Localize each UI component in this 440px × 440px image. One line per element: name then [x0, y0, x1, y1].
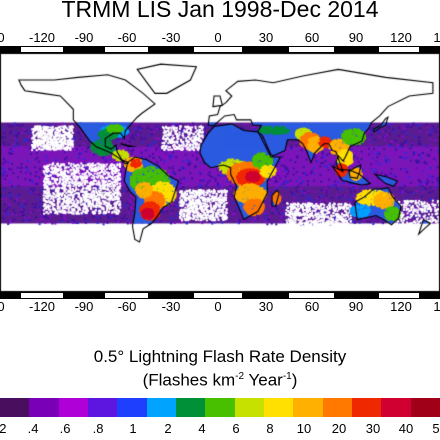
bottom-longitude-scale: [0, 292, 440, 299]
lon-label: -30: [161, 30, 181, 45]
colorbar-swatch: [29, 398, 59, 417]
colorbar-swatch: [351, 398, 382, 417]
lon-label: 90: [348, 30, 364, 45]
lon-label: -90: [74, 30, 94, 45]
top-longitude-scale: [0, 46, 440, 53]
colorbar-label: 4: [198, 421, 206, 436]
colorbar-label: 40: [398, 421, 414, 436]
colorbar-label: 10: [296, 421, 312, 436]
lon-label: 120: [390, 30, 412, 45]
colorbar-label: 8: [266, 421, 274, 436]
lon-label: -90: [74, 299, 94, 314]
lon-label: 1: [433, 299, 440, 314]
colorbar-swatch: [263, 398, 294, 417]
units-exponent: -2: [235, 371, 245, 382]
colorbar-label: 5: [432, 421, 440, 436]
colorbar-swatch: [58, 398, 88, 417]
bottom-longitude-labels: 0 -120 -90 -60 -30 0 30 60 90 120 1: [0, 299, 440, 315]
colorbar-swatch: [322, 398, 352, 417]
units-exponent: -1: [282, 371, 292, 382]
map-title: TRMM LIS Jan 1998-Dec 2014: [61, 0, 379, 22]
colorbar-label: .2: [0, 421, 7, 436]
top-longitude-labels: 0 -120 -90 -60 -30 0 30 60 90 120 1: [0, 30, 440, 46]
lon-label: 60: [304, 30, 320, 45]
lon-label: -60: [117, 299, 137, 314]
lon-label: 60: [304, 299, 320, 314]
lon-label: -120: [28, 30, 56, 45]
lon-label: 0: [214, 30, 222, 45]
colorbar-swatch: [410, 398, 440, 417]
colorbar-label: .4: [27, 421, 39, 436]
colorbar-label: .6: [59, 421, 71, 436]
lon-label: -30: [161, 299, 181, 314]
lon-label: 0: [0, 299, 5, 314]
colorbar-swatch: [117, 398, 147, 417]
colorbar-units: (Flashes km-2 Year-1): [142, 370, 298, 390]
colorbar-swatch: [205, 398, 235, 417]
colorbar-swatch: [234, 398, 264, 417]
colorbar-swatch: [381, 398, 411, 417]
colorbar-title: 0.5° Lightning Flash Rate Density: [93, 347, 347, 366]
colorbar-swatch: [175, 398, 206, 417]
colorbar-label: 30: [365, 421, 381, 436]
lon-label: 30: [258, 299, 274, 314]
lon-label: 30: [258, 30, 274, 45]
lon-label: 0: [214, 299, 222, 314]
lon-label: 0: [0, 30, 5, 45]
colorbar-labels: .2 .4 .6 .8 1 2 4 6 8 10 20 30 40 5: [0, 421, 440, 439]
colorbar-swatch: [87, 398, 118, 417]
colorbar-label: 2: [164, 421, 172, 436]
lon-label: -120: [28, 299, 56, 314]
colorbar-label: .8: [92, 421, 104, 436]
colorbar: [0, 398, 440, 417]
lon-label: 1: [433, 30, 440, 45]
lon-label: 120: [390, 299, 412, 314]
lon-label: -60: [117, 30, 137, 45]
colorbar-label: 6: [232, 421, 240, 436]
colorbar-label: 20: [331, 421, 347, 436]
lon-label: 90: [348, 299, 364, 314]
colorbar-swatch: [293, 398, 323, 417]
colorbar-swatch: [0, 398, 30, 417]
colorbar-label: 1: [129, 421, 137, 436]
lightning-density-map: [0, 53, 440, 292]
colorbar-swatch: [146, 398, 176, 417]
